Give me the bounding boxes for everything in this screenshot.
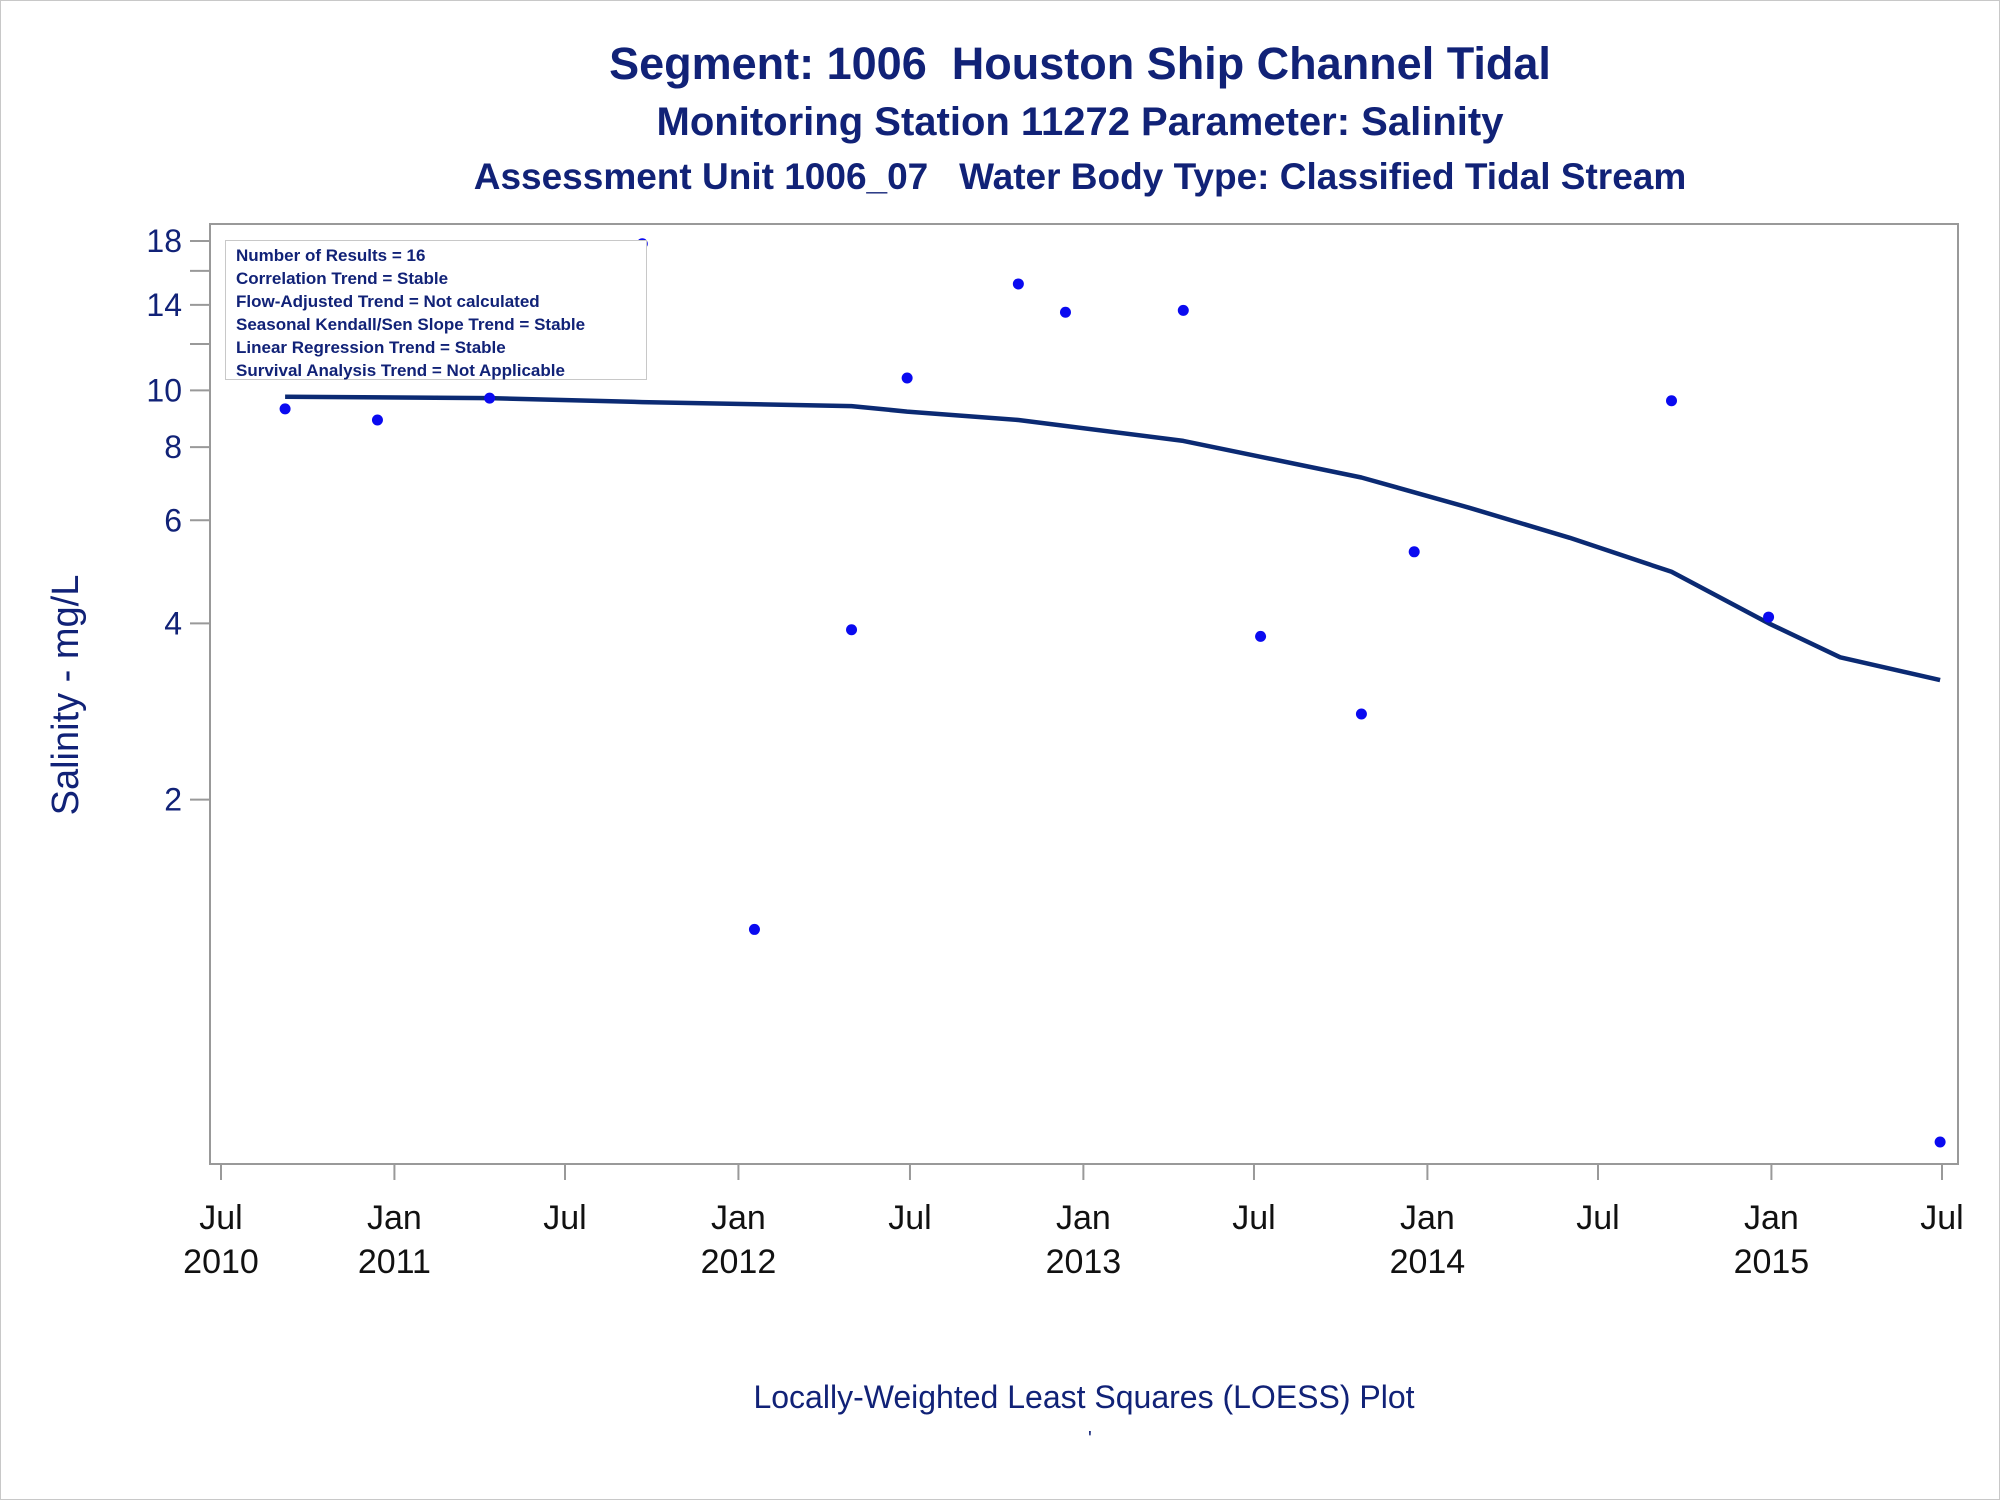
x-tick-label-month: Jul [1576,1199,1619,1237]
data-point [1255,630,1267,642]
x-tick-label-year: 2010 [183,1243,259,1281]
data-point [846,624,858,636]
chart-subtitle: Monitoring Station 11272 Parameter: Sali… [656,100,1504,144]
y-tick-label: 10 [146,372,182,408]
y-tick-label: 8 [164,429,182,465]
stats-box: Number of Results = 16 Correlation Trend… [225,240,647,380]
data-point [484,392,496,404]
y-tick-label: 6 [164,502,182,538]
stat-results: Number of Results = 16 [236,246,426,265]
data-point [1059,306,1071,318]
y-tick-label: 18 [146,223,182,259]
data-point [1408,546,1420,558]
x-tick-label-month: Jul [888,1199,931,1237]
data-point [1763,611,1775,623]
x-tick-label-year: 2014 [1390,1243,1466,1281]
x-tick-label-month: Jul [1920,1199,1963,1237]
stat-correlation: Correlation Trend = Stable [236,269,449,288]
chart-subtitle-2: Assessment Unit 1006_07 Water Body Type:… [473,156,1687,197]
data-point [1934,1136,1946,1148]
x-tick-label-month: Jan [367,1199,422,1237]
x-tick-label-month: Jul [199,1199,242,1237]
footnote-mark: ' [1088,1428,1092,1450]
data-point [901,372,913,384]
data-point [371,414,383,426]
y-axis-label: Salinity - mg/L [45,575,87,816]
x-tick-label-month: Jul [1232,1199,1275,1237]
x-tick-label-month: Jul [543,1199,586,1237]
chart-title: Segment: 1006 Houston Ship Channel Tidal [609,38,1551,89]
y-tick-label: 2 [164,782,182,818]
data-point [1666,395,1678,407]
x-tick-label-month: Jan [1056,1199,1111,1237]
data-point [1012,278,1024,290]
x-tick-label-year: 2012 [701,1243,777,1281]
y-tick-label: 14 [146,287,182,323]
x-tick-label-month: Jan [1400,1199,1455,1237]
stat-linear-regression: Linear Regression Trend = Stable [236,338,506,357]
x-tick-label-year: 2013 [1046,1243,1122,1281]
data-point [748,923,760,935]
x-tick-label-month: Jan [711,1199,766,1237]
data-point [279,403,291,415]
loess-line [285,394,1941,683]
x-tick-label-year: 2015 [1734,1243,1810,1281]
y-tick-label: 4 [164,605,182,641]
data-point [1177,304,1189,316]
stat-seasonal-kendall: Seasonal Kendall/Sen Slope Trend = Stabl… [236,315,586,334]
x-tick-label-year: 2011 [358,1243,431,1281]
stat-survival: Survival Analysis Trend = Not Applicable [236,361,565,380]
data-point [1355,708,1367,720]
footnote: Locally-Weighted Least Squares (LOESS) P… [753,1379,1415,1415]
x-tick-label-month: Jan [1744,1199,1799,1237]
stat-flow-adjusted: Flow-Adjusted Trend = Not calculated [236,292,540,311]
